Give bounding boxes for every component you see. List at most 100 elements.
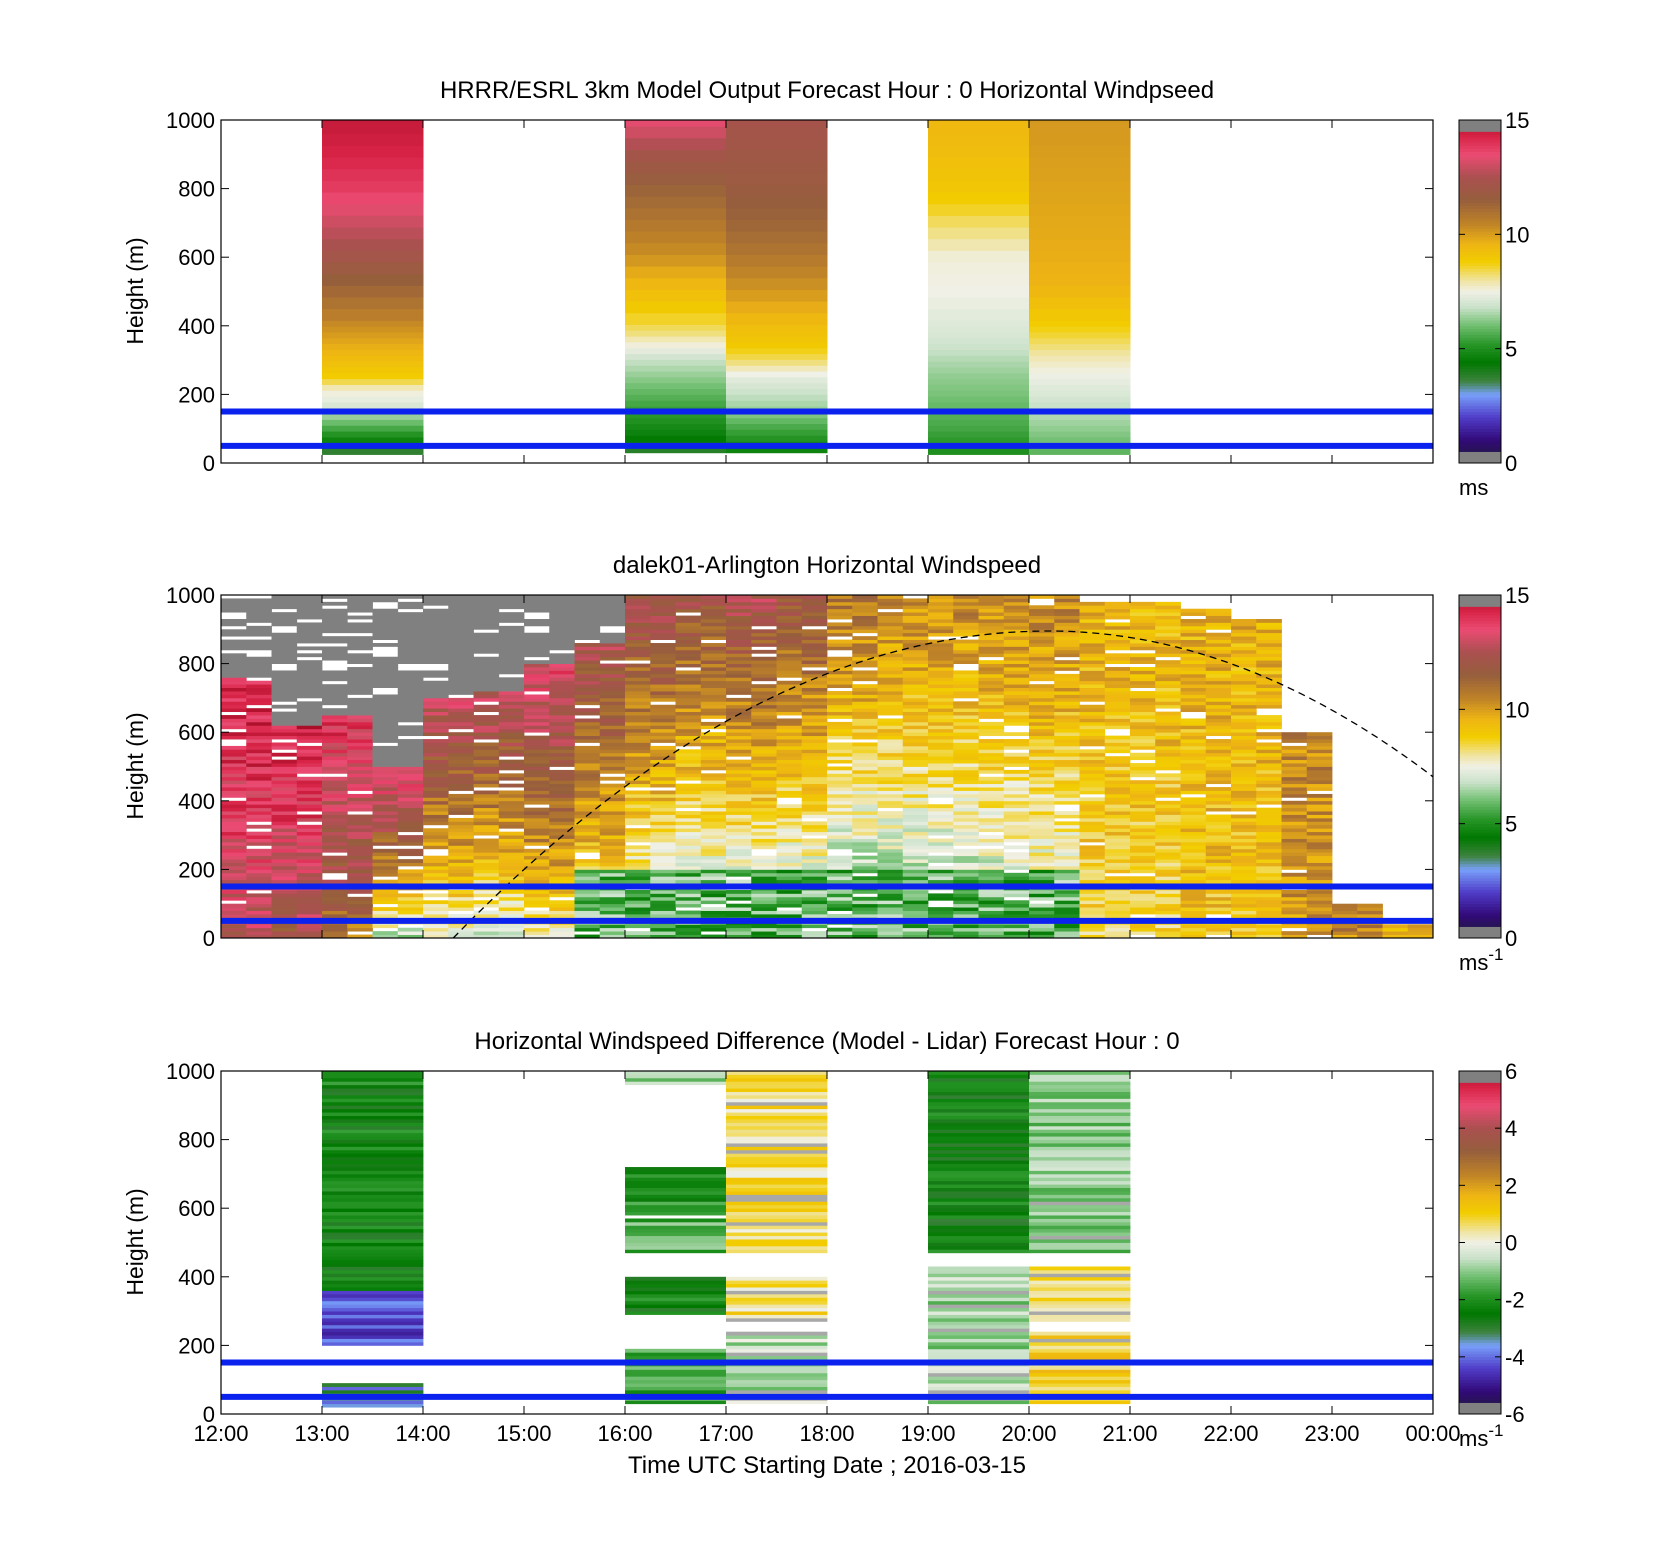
heatmap-cell — [322, 436, 424, 444]
heatmap-cell — [372, 855, 399, 860]
heatmap-cell — [322, 331, 424, 339]
heatmap-cell — [1104, 708, 1131, 713]
heatmap-cell — [1256, 821, 1282, 826]
heatmap-cell — [726, 1163, 828, 1168]
heatmap-cell — [221, 790, 247, 795]
heatmap-cell — [751, 667, 777, 671]
heatmap-cell — [599, 612, 626, 616]
heatmap-cell — [1382, 931, 1409, 935]
heatmap-cell — [372, 718, 399, 723]
heatmap-cell — [271, 831, 298, 836]
heatmap-cell — [1003, 601, 1030, 606]
heatmap-cell — [953, 900, 979, 905]
heatmap-cell — [473, 608, 500, 613]
heatmap-cell — [928, 401, 1030, 409]
heatmap-cell — [1029, 1119, 1131, 1123]
heatmap-cell — [625, 423, 727, 430]
heatmap-cell — [574, 790, 601, 795]
heatmap-cell — [599, 619, 626, 623]
heatmap-cell — [726, 697, 752, 702]
heatmap-cell — [296, 835, 323, 839]
heatmap-cell — [549, 715, 575, 719]
heatmap-cell — [1079, 684, 1106, 689]
heatmap-cell — [1029, 879, 1055, 884]
heatmap-cell — [1205, 656, 1232, 661]
heatmap-cell — [1079, 725, 1106, 730]
colorbar-segment — [1459, 377, 1501, 381]
heatmap-cell — [574, 780, 601, 785]
heatmap-cell — [827, 684, 853, 689]
heatmap-cell — [650, 821, 676, 826]
heatmap-cell — [322, 708, 348, 713]
heatmap-cell — [827, 691, 853, 695]
heatmap-cell — [1003, 831, 1030, 836]
heatmap-cell — [675, 619, 702, 623]
heatmap-cell — [1104, 831, 1131, 836]
heatmap-cell — [347, 721, 373, 726]
heatmap-cell — [1130, 704, 1156, 709]
heatmap-cell — [1231, 828, 1257, 833]
heatmap-cell — [852, 649, 878, 654]
heatmap-cell — [372, 715, 399, 719]
heatmap-cell — [322, 168, 424, 181]
heatmap-cell — [1079, 649, 1106, 654]
heatmap-cell — [852, 636, 878, 640]
colorbar-segment — [1459, 749, 1501, 753]
heatmap-cell — [549, 684, 575, 689]
heatmap-cell — [827, 903, 853, 908]
heatmap-cell — [827, 670, 853, 675]
heatmap-cell — [675, 927, 702, 932]
heatmap-cell — [726, 1228, 828, 1233]
heatmap-cell — [322, 749, 348, 754]
heatmap-cell — [347, 732, 373, 737]
heatmap-cell — [1104, 735, 1131, 740]
heatmap-cell — [827, 601, 853, 606]
heatmap-cell — [751, 841, 777, 846]
heatmap-cell — [978, 667, 1005, 671]
heatmap-cell — [625, 680, 651, 685]
heatmap-cell — [726, 1348, 828, 1353]
heatmap-cell — [625, 903, 651, 908]
heatmap-cell — [1180, 735, 1207, 740]
heatmap-cell — [852, 595, 878, 599]
heatmap-cell — [877, 718, 904, 723]
heatmap-cell — [246, 660, 272, 664]
heatmap-cell — [776, 643, 803, 647]
heatmap-cell — [700, 780, 727, 785]
heatmap-cell — [322, 1119, 424, 1123]
heatmap-cell — [726, 1335, 828, 1339]
colorbar-segment — [1459, 623, 1501, 627]
heatmap-cell — [928, 934, 954, 938]
heatmap-cell — [549, 817, 575, 822]
heatmap-cell — [347, 817, 373, 822]
heatmap-cell — [574, 615, 601, 620]
colorbar-segment — [1459, 826, 1501, 830]
heatmap-cell — [246, 793, 272, 798]
heatmap-cell — [1231, 742, 1257, 747]
heatmap-cell — [928, 157, 1030, 170]
heatmap-cell — [1054, 841, 1080, 846]
heatmap-cell — [902, 879, 929, 884]
heatmap-cell — [498, 708, 525, 713]
heatmap-cell — [1231, 800, 1257, 805]
heatmap-cell — [801, 821, 828, 826]
heatmap-cell — [1079, 615, 1106, 620]
heatmap-cell — [1256, 622, 1282, 627]
heatmap-cell — [776, 732, 803, 737]
heatmap-cell — [1079, 821, 1106, 826]
heatmap-cell — [397, 862, 424, 867]
heatmap-cell — [322, 725, 348, 730]
heatmap-cell — [549, 913, 575, 918]
colorbar-segment — [1459, 855, 1501, 859]
heatmap-cell — [322, 425, 424, 432]
heatmap-cell — [372, 889, 399, 894]
heatmap-cell — [498, 715, 525, 719]
heatmap-cell — [928, 1369, 1030, 1374]
heatmap-cell — [524, 752, 550, 757]
heatmap-cell — [372, 893, 399, 898]
heatmap-cell — [625, 1352, 727, 1357]
heatmap-cell — [271, 780, 298, 785]
heatmap-cell — [1054, 673, 1080, 678]
heatmap-cell — [776, 619, 803, 623]
heatmap-cell — [1306, 896, 1333, 901]
